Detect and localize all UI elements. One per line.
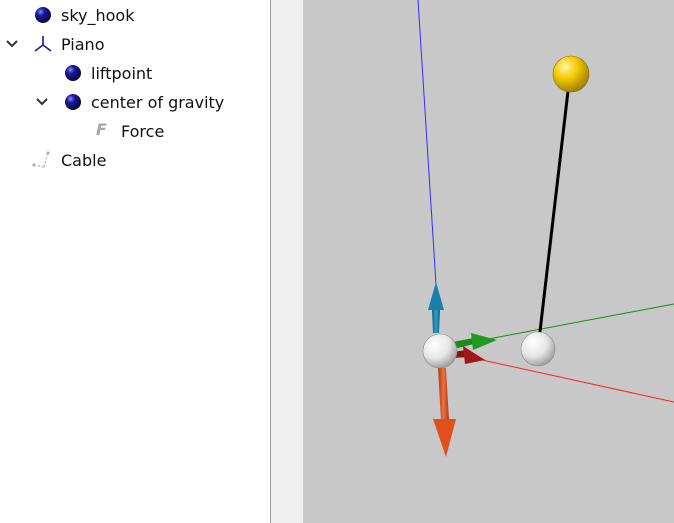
tree-item-label: Piano — [61, 34, 105, 54]
axes-frame-icon — [33, 34, 53, 54]
chevron-down-icon[interactable] — [34, 94, 50, 110]
tree-item-label: Cable — [61, 150, 107, 170]
cable-line — [537, 73, 572, 341]
cable-icon — [30, 150, 52, 170]
tree-item-cable[interactable]: Cable — [0, 146, 270, 174]
tree-item-label: center of gravity — [91, 92, 225, 112]
tree-item-label: Force — [121, 121, 165, 141]
splitter-handle[interactable] — [271, 0, 303, 523]
x-axis-line — [472, 357, 674, 403]
force-arrow-down — [433, 368, 456, 457]
z-axis-line — [417, 0, 438, 301]
y-axis-line — [482, 303, 674, 341]
tree-item-sky-hook[interactable]: sky_hook — [0, 1, 270, 29]
blue-point-icon — [64, 93, 82, 111]
y-direction-arrow — [453, 333, 497, 350]
sky-hook-ball — [552, 55, 590, 93]
tree-item-force[interactable]: F Force — [0, 117, 270, 145]
tree-item-center-of-gravity[interactable]: center of gravity — [0, 88, 270, 116]
force-f-icon: F — [94, 120, 112, 140]
blue-point-icon — [64, 64, 82, 82]
liftpoint-ball — [520, 331, 556, 367]
scene-render — [417, 0, 674, 457]
blue-point-icon — [34, 6, 52, 24]
center-of-gravity-ball — [422, 333, 458, 369]
tree-item-liftpoint[interactable]: liftpoint — [0, 59, 270, 87]
3d-viewport[interactable] — [303, 0, 674, 523]
force-arrow-up — [428, 282, 444, 333]
svg-text:F: F — [96, 120, 107, 139]
tree-item-piano[interactable]: Piano — [0, 30, 270, 58]
tree-item-label: liftpoint — [91, 63, 153, 83]
chevron-down-icon[interactable] — [4, 36, 20, 52]
tree-item-label: sky_hook — [61, 5, 135, 25]
scene-tree-panel: sky_hook Piano liftpoint center of gravi… — [0, 0, 271, 523]
